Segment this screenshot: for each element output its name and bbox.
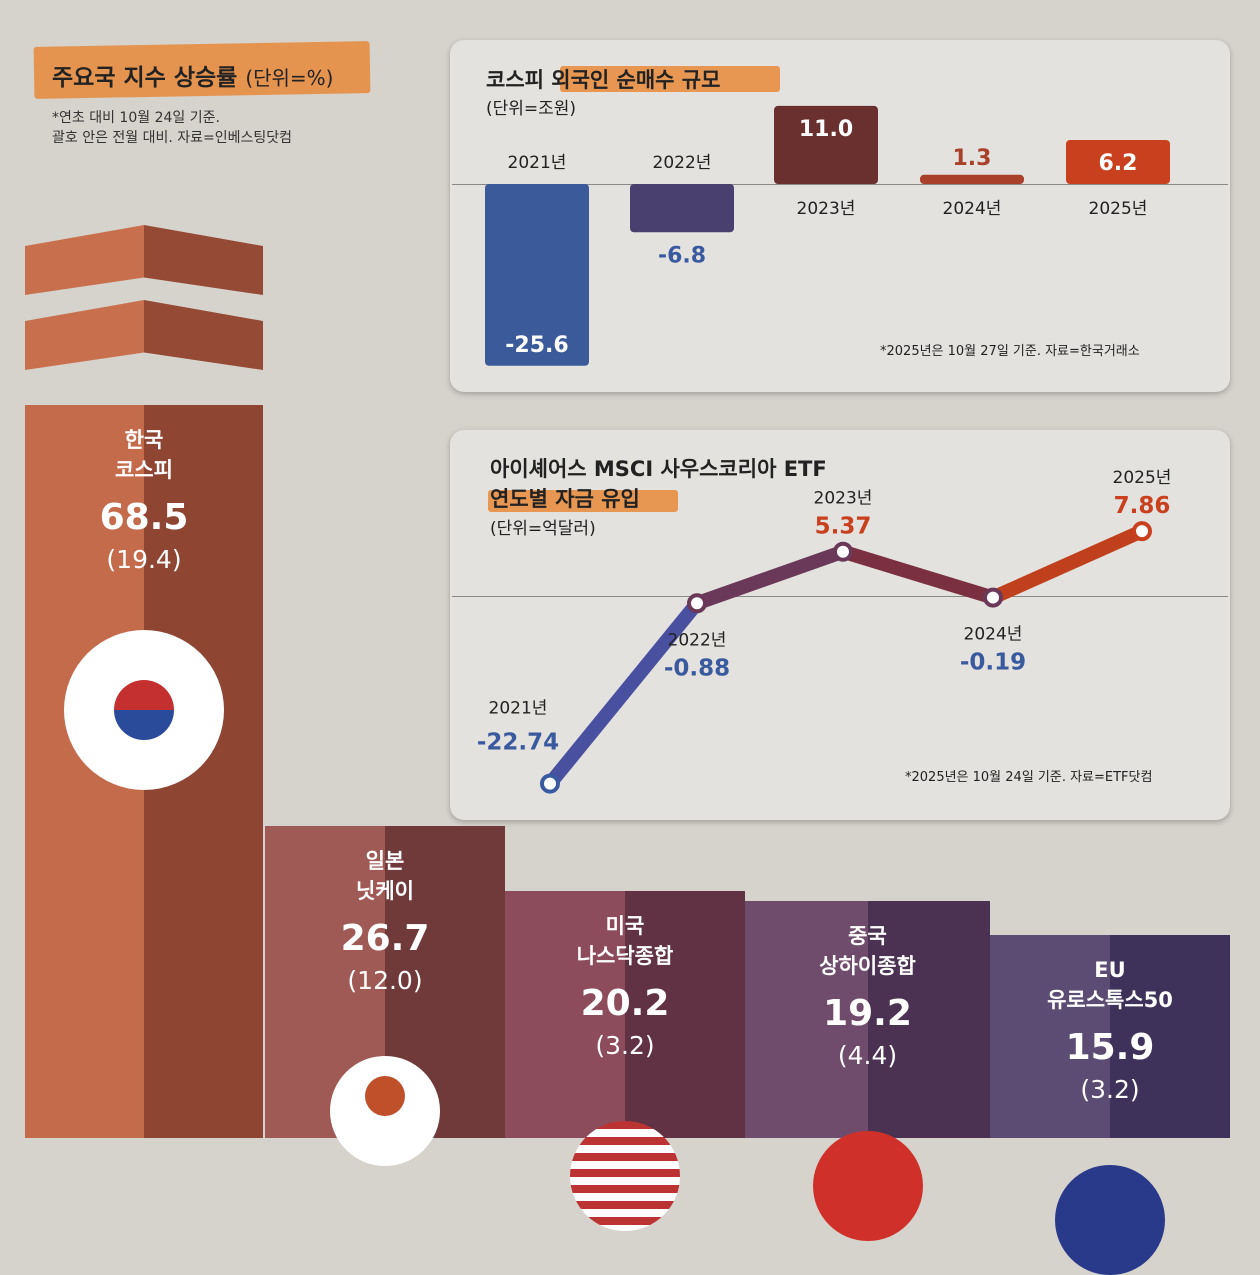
index-value: 26.7 bbox=[340, 917, 430, 959]
eu-flag-icon bbox=[1055, 1164, 1165, 1275]
etf-flow-line-segment bbox=[543, 596, 704, 791]
etf-flow-note: *2025년은 10월 24일 기준. 자료=ETF닷컴 bbox=[905, 770, 1153, 785]
etf-flow-unit: (단위=억달러) bbox=[490, 519, 596, 539]
net-buy-bar bbox=[920, 174, 1024, 184]
etf-flow-line-segment bbox=[986, 524, 1149, 605]
etf-flow-year-label: 2021년 bbox=[489, 699, 548, 719]
etf-flow-year-label: 2023년 bbox=[814, 489, 873, 509]
net-buy-value-label: -6.8 bbox=[658, 243, 706, 268]
bar-face-right bbox=[625, 891, 745, 1138]
index-monthly-change: (3.2) bbox=[595, 1031, 655, 1061]
bar-face-left bbox=[990, 934, 1110, 1138]
etf-flow-point bbox=[833, 541, 853, 562]
net-buy-year-label: 2025년 bbox=[1089, 199, 1148, 219]
index-country: 중국 bbox=[848, 924, 887, 949]
foreign-net-buy-unit: (단위=조원) bbox=[486, 99, 577, 119]
index-label: 코스피 bbox=[115, 457, 173, 482]
index-label: 상하이종합 bbox=[819, 954, 916, 979]
bar-face-left bbox=[745, 901, 868, 1138]
net-buy-value-label: -25.6 bbox=[505, 333, 568, 358]
etf-flow-year-label: 2024년 bbox=[964, 625, 1023, 645]
japan-flag-icon bbox=[330, 1055, 440, 1166]
index-monthly-change: (4.4) bbox=[837, 1041, 898, 1071]
etf-flow-value-label: -0.88 bbox=[664, 655, 730, 681]
index-monthly-change: (3.2) bbox=[1080, 1074, 1140, 1104]
index-value: 15.9 bbox=[1065, 1026, 1155, 1068]
net-buy-value-label: 11.0 bbox=[799, 117, 853, 142]
index-country: 한국 bbox=[124, 427, 164, 452]
index-value: 20.2 bbox=[580, 983, 670, 1025]
etf-flow-year-label: 2025년 bbox=[1113, 468, 1172, 488]
etf-flow-point bbox=[540, 773, 560, 794]
net-buy-value-label: 6.2 bbox=[1099, 151, 1138, 176]
net-buy-bar bbox=[1066, 139, 1170, 184]
etf-flow-value-label: -0.19 bbox=[960, 650, 1026, 676]
china-flag-icon bbox=[812, 1131, 923, 1242]
index-name: EU 유로스톡스50 bbox=[990, 955, 1230, 1015]
etf-flow-line-segment bbox=[690, 544, 850, 611]
etf-flow-year-label: 2022년 bbox=[668, 630, 727, 650]
net-buy-year-label: 2023년 bbox=[797, 199, 856, 219]
index-country: 일본 bbox=[365, 848, 405, 873]
etf-flow-point bbox=[687, 593, 707, 614]
etf-flow-chart: 2021년 -22.74 2022년 -0.88 2023년 5.37 2024년 -0.19… bbox=[477, 468, 1172, 794]
foreign-net-buy-title: 코스피 외국인 순매수 규모 bbox=[486, 68, 721, 92]
foreign-net-buy-note: *2025년은 10월 27일 기준. 자료=한국거래소 bbox=[880, 344, 1140, 359]
etf-flow-title: 아이셰어스 MSCI 사우스코리아 ETF 연도별 자금 유입 bbox=[490, 457, 827, 511]
index-label: 나스닥종합 bbox=[576, 944, 674, 969]
index-monthly-change: (12.0) bbox=[347, 965, 423, 995]
index-country: EU bbox=[1094, 957, 1126, 982]
index-monthly-change: (19.4) bbox=[106, 544, 182, 574]
bar-face-right bbox=[867, 901, 990, 1138]
net-buy-bar bbox=[485, 184, 589, 366]
index-chart-title: 주요국 지수 상승률 (단위=%) bbox=[52, 65, 334, 91]
net-buy-bar bbox=[774, 105, 878, 184]
etf-flow-point bbox=[983, 587, 1003, 608]
index-value: 19.2 bbox=[823, 993, 912, 1035]
index-label: 닛케이 bbox=[356, 878, 414, 903]
etf-flow-value-label: 7.86 bbox=[1114, 493, 1171, 519]
bar-face-right bbox=[1110, 934, 1230, 1138]
index-value: 68.5 bbox=[99, 496, 189, 538]
index-label: 유로스톡스50 bbox=[1047, 987, 1173, 1012]
index-country: 미국 bbox=[605, 914, 645, 939]
etf-flow-value-label: -22.74 bbox=[477, 730, 559, 756]
etf-flow-point bbox=[1132, 521, 1152, 542]
foreign-net-buy-chart: 2021년 -25.6 2022년 -6.8 2023년 11.0 2024년 1.3 2025… bbox=[485, 105, 1170, 366]
index-bar: EU 유로스톡스50 15.9 (3.2) bbox=[990, 934, 1230, 1275]
net-buy-bar bbox=[630, 184, 734, 233]
index-chart-note: *연초 대비 10월 24일 기준. 괄호 안은 전월 대비. 자료=인베스팅닷컴 bbox=[52, 110, 293, 146]
etf-flow-value-label: 5.37 bbox=[815, 514, 872, 540]
etf-flow-line-segment bbox=[836, 544, 1000, 605]
bar-face-left bbox=[505, 891, 625, 1138]
net-buy-year-label: 2021년 bbox=[508, 153, 567, 173]
net-buy-year-label: 2022년 bbox=[653, 153, 712, 173]
net-buy-value-label: 1.3 bbox=[953, 146, 992, 171]
net-buy-year-label: 2024년 bbox=[943, 199, 1002, 219]
korea-flag-icon bbox=[64, 629, 224, 790]
